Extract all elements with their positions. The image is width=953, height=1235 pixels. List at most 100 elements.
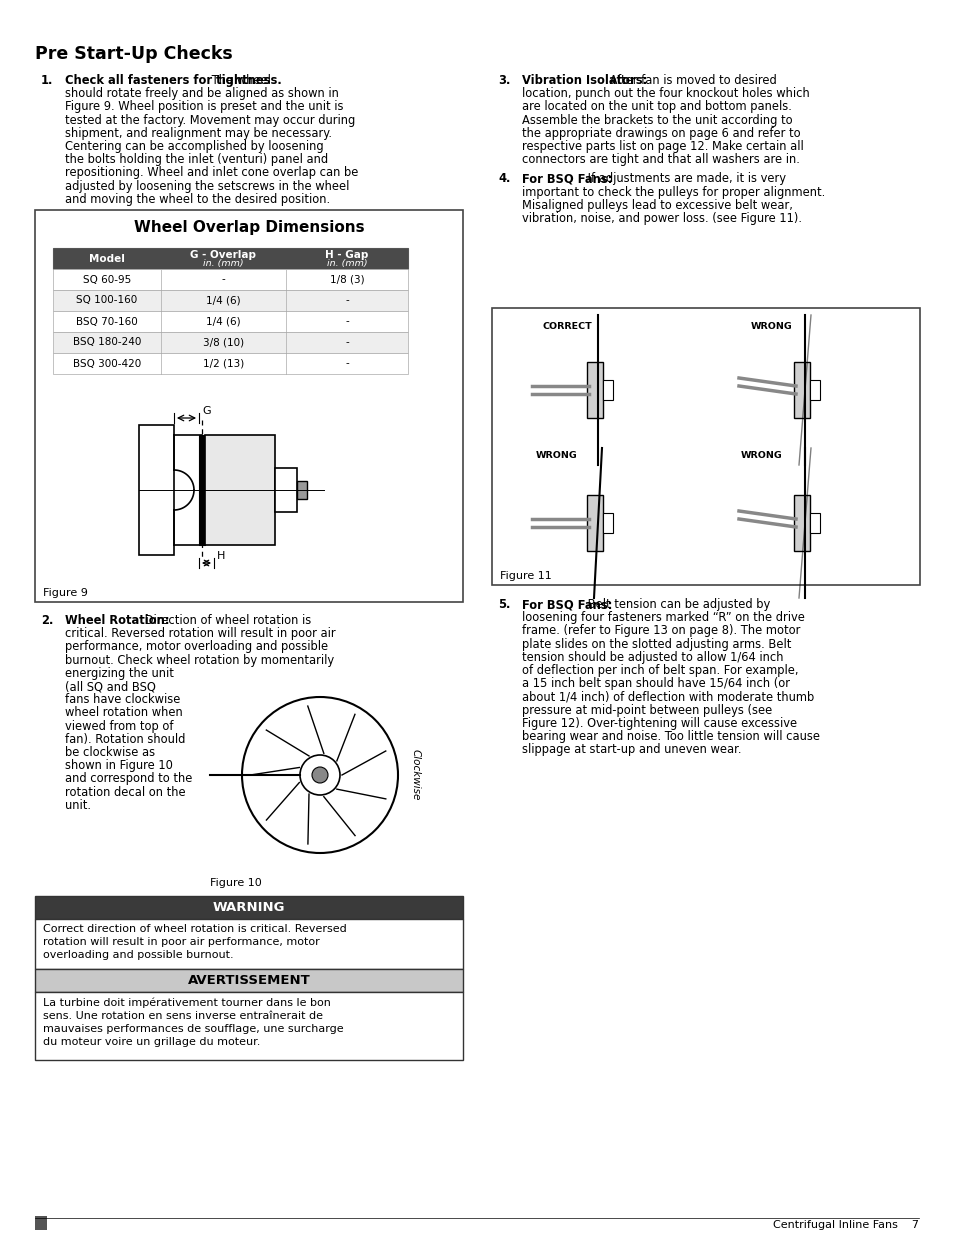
Text: vibration, noise, and power loss. (see Figure 11).: vibration, noise, and power loss. (see F… [521, 212, 801, 225]
Text: Pre Start-Up Checks: Pre Start-Up Checks [35, 44, 233, 63]
Text: 1.: 1. [41, 74, 53, 86]
Text: fans have clockwise: fans have clockwise [65, 693, 180, 706]
Text: and correspond to the: and correspond to the [65, 772, 193, 785]
Bar [602, 380, 613, 400]
Bar [35, 919, 462, 969]
Text: Correct direction of wheel rotation is critical. Reversed
rotation will result i: Correct direction of wheel rotation is c… [43, 924, 346, 961]
Bar [35, 897, 462, 919]
Text: burnout. Check wheel rotation by momentarily: burnout. Check wheel rotation by momenta… [65, 653, 334, 667]
Text: Centrifugal Inline Fans    7: Centrifugal Inline Fans 7 [772, 1220, 918, 1230]
Text: BSQ 180-240: BSQ 180-240 [72, 337, 141, 347]
Text: 1/4 (6): 1/4 (6) [206, 316, 240, 326]
Text: BSQ 300-420: BSQ 300-420 [72, 358, 141, 368]
Bar [199, 435, 205, 545]
Text: H - Gap: H - Gap [325, 249, 368, 259]
Text: Figure 9: Figure 9 [43, 588, 88, 598]
Text: G - Overlap: G - Overlap [191, 249, 256, 259]
Bar [35, 969, 462, 992]
Text: 1/2 (13): 1/2 (13) [203, 358, 244, 368]
Text: 4.: 4. [497, 173, 510, 185]
Bar [793, 362, 809, 417]
Text: For BSQ Fans:: For BSQ Fans: [521, 598, 612, 611]
Text: The wheel: The wheel [208, 74, 271, 86]
Text: should rotate freely and be aligned as shown in: should rotate freely and be aligned as s… [65, 88, 338, 100]
Text: Wheel Rotation:: Wheel Rotation: [65, 614, 170, 627]
Text: energizing the unit: energizing the unit [65, 667, 173, 679]
Text: -: - [345, 316, 349, 326]
Text: Vibration Isolators:: Vibration Isolators: [521, 74, 646, 86]
Text: Figure 11: Figure 11 [499, 571, 551, 580]
Text: 3.: 3. [497, 74, 510, 86]
Text: tension should be adjusted to allow 1/64 inch: tension should be adjusted to allow 1/64… [521, 651, 782, 663]
Text: 1/4 (6): 1/4 (6) [206, 295, 240, 305]
Text: Clockwise: Clockwise [411, 750, 420, 800]
Text: -: - [345, 295, 349, 305]
Text: rotation decal on the: rotation decal on the [65, 785, 186, 799]
Text: tested at the factory. Movement may occur during: tested at the factory. Movement may occu… [65, 114, 355, 127]
Text: important to check the pulleys for proper alignment.: important to check the pulleys for prope… [521, 185, 824, 199]
Text: pressure at mid-point between pulleys (see: pressure at mid-point between pulleys (s… [521, 704, 771, 716]
Text: -: - [345, 358, 349, 368]
Text: SQ 100-160: SQ 100-160 [76, 295, 137, 305]
Bar [274, 468, 296, 513]
Text: frame. (refer to Figure 13 on page 8). The motor: frame. (refer to Figure 13 on page 8). T… [521, 625, 800, 637]
Bar [53, 332, 408, 353]
Text: Misaligned pulleys lead to excessive belt wear,: Misaligned pulleys lead to excessive bel… [521, 199, 792, 211]
Bar [205, 435, 274, 545]
Text: After fan is moved to desired: After fan is moved to desired [605, 74, 776, 86]
Text: 2.: 2. [41, 614, 53, 627]
Text: 1/8 (3): 1/8 (3) [330, 274, 364, 284]
Text: viewed from top of: viewed from top of [65, 720, 173, 732]
Text: If adjustments are made, it is very: If adjustments are made, it is very [583, 173, 785, 185]
Text: For BSQ Fans:: For BSQ Fans: [521, 173, 612, 185]
Text: in. (mm): in. (mm) [203, 258, 244, 268]
Text: La turbine doit impérativement tourner dans le bon
sens. Une rotation en sens in: La turbine doit impérativement tourner d… [43, 997, 343, 1047]
Text: CORRECT: CORRECT [541, 322, 591, 331]
Text: Wheel Overlap Dimensions: Wheel Overlap Dimensions [133, 220, 364, 235]
Bar [296, 480, 307, 499]
Text: the appropriate drawings on page 6 and refer to: the appropriate drawings on page 6 and r… [521, 127, 800, 140]
Text: G: G [202, 406, 211, 416]
Text: H: H [216, 551, 225, 561]
Text: 3/8 (10): 3/8 (10) [203, 337, 244, 347]
Text: are located on the unit top and bottom panels.: are located on the unit top and bottom p… [521, 100, 791, 114]
Text: WRONG: WRONG [536, 451, 578, 459]
Text: wheel rotation when: wheel rotation when [65, 706, 183, 720]
Bar [53, 248, 408, 269]
Text: Figure 12). Over-tightening will cause excessive: Figure 12). Over-tightening will cause e… [521, 716, 797, 730]
Text: location, punch out the four knockout holes which: location, punch out the four knockout ho… [521, 88, 809, 100]
Text: Check all fasteners for tightness.: Check all fasteners for tightness. [65, 74, 281, 86]
Bar [35, 210, 462, 601]
Text: AVERTISSEMENT: AVERTISSEMENT [188, 974, 310, 987]
Text: (all SQ and BSQ: (all SQ and BSQ [65, 680, 155, 693]
Text: 5.: 5. [497, 598, 510, 611]
Text: be clockwise as: be clockwise as [65, 746, 155, 760]
Text: plate slides on the slotted adjusting arms. Belt: plate slides on the slotted adjusting ar… [521, 637, 791, 651]
Text: critical. Reversed rotation will result in poor air: critical. Reversed rotation will result … [65, 627, 335, 640]
Text: and moving the wheel to the desired position.: and moving the wheel to the desired posi… [65, 193, 330, 206]
Text: Figure 10: Figure 10 [210, 878, 261, 888]
Bar [793, 495, 809, 551]
Text: unit.: unit. [65, 799, 91, 811]
Text: fan). Rotation should: fan). Rotation should [65, 732, 185, 746]
Bar [53, 269, 408, 290]
Bar [35, 1216, 47, 1230]
Text: a 15 inch belt span should have 15/64 inch (or: a 15 inch belt span should have 15/64 in… [521, 677, 789, 690]
Text: adjusted by loosening the setscrews in the wheel: adjusted by loosening the setscrews in t… [65, 179, 349, 193]
Text: connectors are tight and that all washers are in.: connectors are tight and that all washer… [521, 153, 799, 167]
Text: Figure 9. Wheel position is preset and the unit is: Figure 9. Wheel position is preset and t… [65, 100, 343, 114]
Bar [586, 362, 602, 417]
Text: SQ 60-95: SQ 60-95 [83, 274, 131, 284]
Text: Direction of wheel rotation is: Direction of wheel rotation is [141, 614, 311, 627]
Text: the bolts holding the inlet (venturi) panel and: the bolts holding the inlet (venturi) pa… [65, 153, 328, 167]
Bar [602, 513, 613, 534]
Bar [492, 308, 919, 585]
Text: Assemble the brackets to the unit according to: Assemble the brackets to the unit accord… [521, 114, 792, 127]
Text: of deflection per inch of belt span. For example,: of deflection per inch of belt span. For… [521, 664, 798, 677]
Text: respective parts list on page 12. Make certain all: respective parts list on page 12. Make c… [521, 140, 803, 153]
Text: WRONG: WRONG [750, 322, 792, 331]
Bar [809, 380, 820, 400]
Text: in. (mm): in. (mm) [326, 258, 367, 268]
Text: performance, motor overloading and possible: performance, motor overloading and possi… [65, 641, 328, 653]
Text: BSQ 70-160: BSQ 70-160 [76, 316, 138, 326]
